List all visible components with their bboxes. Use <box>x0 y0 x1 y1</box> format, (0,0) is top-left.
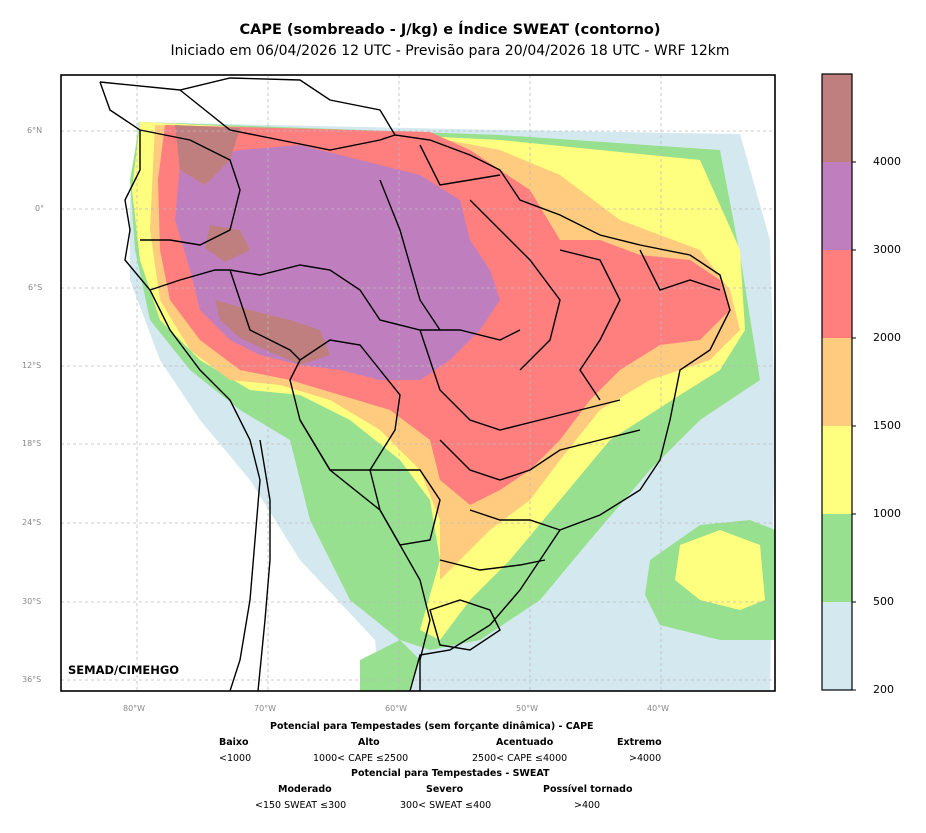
cape-range-baixo: <1000 <box>219 753 252 764</box>
colorbar-segment-1000 <box>822 426 852 514</box>
brazil-border <box>229 264 521 341</box>
lon-label-80w: 80°W <box>123 704 146 713</box>
lon-label-50w: 50°W <box>516 704 539 713</box>
continent-outline <box>99 77 731 691</box>
colombia-border <box>139 129 241 246</box>
map-subtitle: Iniciado em 06/04/2026 12 UTC - Previsão… <box>170 43 730 59</box>
pacific-coast-outline <box>99 81 261 691</box>
venezuela-border <box>179 89 396 151</box>
lat-label-36s: 36°S <box>22 675 42 684</box>
lon-label-70w: 70°W <box>254 704 277 713</box>
brazil-state-border-5 <box>639 249 721 291</box>
lat-label-30s: 30°S <box>22 597 42 606</box>
colorbar-label-1500: 1500 <box>873 419 901 432</box>
cape-band-4000-center <box>205 225 250 262</box>
lat-label-0: 0° <box>35 204 45 213</box>
colorbar-tickmarks <box>852 161 856 691</box>
lon-label-60w: 60°W <box>385 704 408 713</box>
cape-range-extremo: >4000 <box>629 753 662 764</box>
lat-label-12s: 12°S <box>22 361 42 370</box>
colorbar-segment-500 <box>822 514 852 602</box>
colorbar-label-1000: 1000 <box>873 507 901 520</box>
map-frame <box>60 74 776 692</box>
colorbar-label-500: 500 <box>873 595 894 608</box>
colorbar-label-3000: 3000 <box>873 243 901 256</box>
chile-border <box>257 439 271 691</box>
sweat-range-severo: 300< SWEAT ≤400 <box>400 800 492 811</box>
brazil-state-border-8 <box>439 559 546 571</box>
gridlines <box>61 75 775 691</box>
map-title: CAPE (sombreado - J/kg) e Índice SWEAT (… <box>239 22 661 38</box>
sweat-legend-header: Potencial para Tempestades - SWEAT <box>351 768 550 779</box>
colorbar-label-2000: 2000 <box>873 331 901 344</box>
cape-band-4000 <box>215 300 330 365</box>
peru-border <box>149 269 301 361</box>
brazil-state-border-6 <box>439 429 641 481</box>
sweat-range-tornado: >400 <box>574 800 601 811</box>
country-borders <box>99 77 731 691</box>
cape-level-extremo: Extremo <box>617 737 662 748</box>
lat-label-6n: 6°N <box>27 126 43 135</box>
lat-label-24s: 24°S <box>22 518 42 527</box>
brazil-state-border-4 <box>559 249 621 401</box>
sweat-range-moderado: <150 SWEAT ≤300 <box>255 800 347 811</box>
colorbar-segment-200 <box>822 602 852 690</box>
cape-level-acentuado: Acentuado <box>496 737 554 748</box>
lat-label-18s: 18°S <box>22 439 42 448</box>
bolivia-border <box>289 339 401 471</box>
brazil-state-border-3 <box>419 329 621 431</box>
cape-band-500-west <box>360 640 420 691</box>
brazil-state-border-2 <box>469 199 561 371</box>
cape-range-acentuado: 2500< CAPE ≤4000 <box>472 753 568 764</box>
cape-level-baixo: Baixo <box>219 737 249 748</box>
sweat-level-severo: Severo <box>426 784 464 795</box>
colorbar-segment-3000 <box>822 162 852 250</box>
brazil-state-border-7 <box>469 509 561 531</box>
lon-label-40w: 40°W <box>647 704 670 713</box>
colorbar-label-4000: 4000 <box>873 155 901 168</box>
colorbar <box>821 73 856 691</box>
colorbar-label-200: 200 <box>873 683 894 696</box>
cape-legend-header: Potencial para Tempestades (sem forçante… <box>270 721 594 732</box>
brazil-state-border-1 <box>379 179 441 331</box>
uruguay-border <box>429 599 501 651</box>
sweat-level-moderado: Moderado <box>278 784 332 795</box>
colorbar-segment-4000 <box>822 74 852 162</box>
sweat-level-tornado: Possível tornado <box>543 784 633 795</box>
credit-label: SEMAD/CIMEHGO <box>68 663 180 677</box>
cape-level-alto: Alto <box>358 737 380 748</box>
colorbar-segment-1500 <box>822 338 852 426</box>
colorbar-segment-2000 <box>822 250 852 338</box>
guianas-border <box>419 144 501 186</box>
argentina-border <box>299 419 431 691</box>
cape-band-1000-south <box>675 530 765 610</box>
colorbar-frame <box>821 73 853 691</box>
cape-shading <box>130 122 775 691</box>
cape-range-alto: 1000< CAPE ≤2500 <box>313 753 409 764</box>
lat-label-6s: 6°S <box>28 283 43 292</box>
